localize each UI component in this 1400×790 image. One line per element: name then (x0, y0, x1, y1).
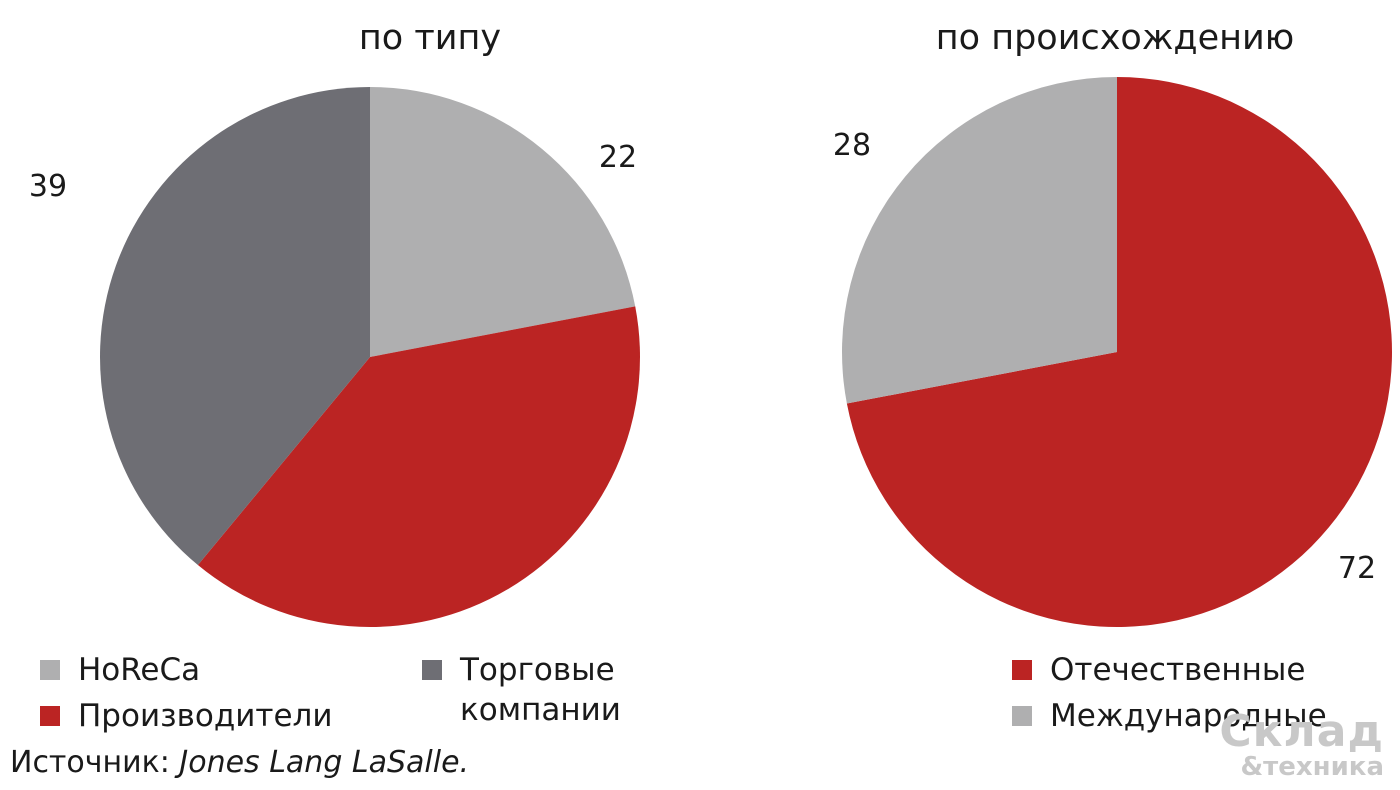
pie-slice-международные (842, 77, 1117, 404)
data-label: 28 (833, 128, 871, 163)
pie-slice-производители (197, 306, 641, 627)
data-label: 39 (29, 169, 67, 204)
pie-by-type: 22 39 (29, 87, 641, 627)
legend-item-international: Международные (1012, 696, 1327, 736)
data-label: 72 (1338, 551, 1376, 586)
legend-item-horeca: HoReCa (40, 650, 200, 690)
legend-label: Торговые компании (460, 652, 621, 728)
legend-item-producers: Производители (40, 696, 333, 736)
pie-by-origin: 72 28 (833, 77, 1392, 627)
pie-slice-торговые-компании (100, 87, 371, 566)
pie-slice-отечественные (846, 77, 1392, 627)
source-name: Jones Lang LaSalle. (179, 745, 470, 780)
legend-label: Международные (1050, 698, 1327, 734)
legend-item-domestic: Отечественные (1012, 650, 1305, 690)
legend-swatch (40, 660, 60, 680)
legend-label: Производители (78, 698, 333, 734)
legend-swatch (40, 706, 60, 726)
legend-swatch (1012, 660, 1032, 680)
legend-swatch (422, 660, 442, 680)
legend-label: HoReCa (78, 652, 201, 688)
legend-label: Отечественные (1050, 652, 1306, 688)
source-note: Источник: Jones Lang LaSalle. (10, 745, 469, 780)
chart-title-by-type: по типу (358, 18, 502, 58)
data-label: 22 (599, 140, 637, 175)
source-prefix: Источник: (10, 745, 180, 780)
publisher-logo: Склад &техника (1174, 710, 1384, 782)
logo-line1: Склад (1219, 706, 1384, 757)
legend-swatch (1012, 706, 1032, 726)
logo-line2: &техника (1240, 752, 1384, 782)
chart-title-by-origin: по происхождению (935, 18, 1295, 58)
pie-slice-horeca (370, 87, 636, 357)
legend-item-trading-companies: Торговые компании (422, 650, 621, 730)
